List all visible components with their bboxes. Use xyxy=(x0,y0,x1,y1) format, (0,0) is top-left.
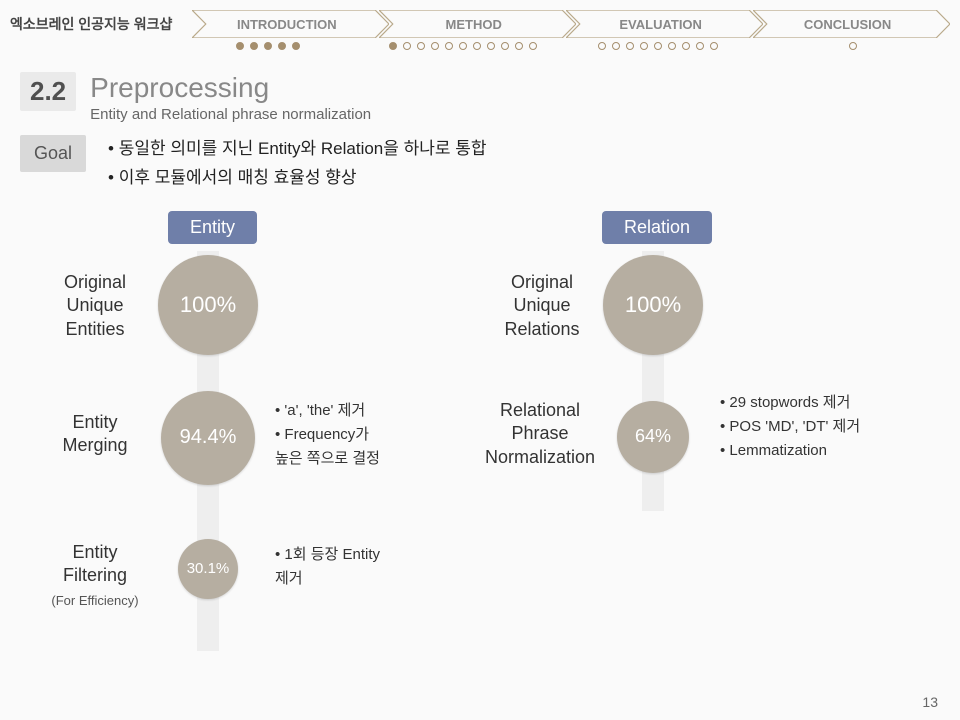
nav-item-evaluation: EVALUATION xyxy=(566,10,763,38)
pill-entity: Entity xyxy=(168,211,257,244)
label-sub: (For Efficiency) xyxy=(51,593,138,608)
pill-relation: Relation xyxy=(602,211,712,244)
circle-relation-100: 100% xyxy=(603,255,703,355)
label-text: Entity Merging xyxy=(62,412,127,455)
circle-entity-944: 94.4% xyxy=(161,391,255,485)
label-relational-phrase: Relational Phrase Normalization xyxy=(470,399,610,469)
page-number: 13 xyxy=(922,694,938,710)
nav-label: METHOD xyxy=(446,17,510,32)
dots-group-4 xyxy=(755,42,950,50)
circle-value: 94.4% xyxy=(180,426,237,449)
note-item: Lemmatization xyxy=(720,439,860,463)
section-number: 2.2 xyxy=(20,72,76,111)
note-item: 29 stopwords 제거 xyxy=(720,391,860,415)
dots-group-1 xyxy=(170,42,365,50)
note-entity-merging: 'a', 'the' 제거 Frequency가 높은 쪽으로 결정 xyxy=(275,399,380,471)
label-text: Original Unique Relations xyxy=(504,272,579,339)
label-original-relations: Original Unique Relations xyxy=(482,271,602,341)
nav-label: EVALUATION xyxy=(619,17,710,32)
circle-value: 30.1% xyxy=(187,560,230,577)
note-entity-filtering: 1회 등장 Entity 제거 xyxy=(275,543,380,591)
note-item: 'a', 'the' 제거 xyxy=(275,399,380,423)
nav-item-method: METHOD xyxy=(379,10,576,38)
goal-bullet: 동일한 의미를 지닌 Entity와 Relation을 하나로 통합 xyxy=(108,135,487,164)
nav-item-introduction: INTRODUCTION xyxy=(192,10,389,38)
note-item: Frequency가 높은 쪽으로 결정 xyxy=(275,423,380,471)
circle-value: 64% xyxy=(635,426,671,447)
note-relational-phrase: 29 stopwords 제거 POS 'MD', 'DT' 제거 Lemmat… xyxy=(720,391,860,463)
nav: INTRODUCTION METHOD EVALUATION CONCLUSIO… xyxy=(202,10,950,38)
note-item: POS 'MD', 'DT' 제거 xyxy=(720,415,860,439)
column-headers: Entity Relation xyxy=(0,211,960,251)
nav-item-conclusion: CONCLUSION xyxy=(753,10,950,38)
circle-entity-301: 30.1% xyxy=(178,539,238,599)
goal-bullets: 동일한 의미를 지닌 Entity와 Relation을 하나로 통합 이후 모… xyxy=(108,135,487,193)
label-text: Original Unique Entities xyxy=(64,272,126,339)
header: 엑소브레인 인공지능 워크샵 INTRODUCTION METHOD EVALU… xyxy=(0,0,960,38)
circle-value: 100% xyxy=(625,292,681,318)
section-title: Preprocessing xyxy=(90,72,371,104)
flow-diagram: Original Unique Entities 100% Entity Mer… xyxy=(0,251,960,671)
label-text: Entity Filtering xyxy=(63,542,127,585)
progress-dots xyxy=(0,38,960,50)
goal-label: Goal xyxy=(20,135,86,172)
section-head: 2.2 Preprocessing Entity and Relational … xyxy=(0,50,960,123)
section-subtitle: Entity and Relational phrase normalizati… xyxy=(90,106,371,123)
note-item: 1회 등장 Entity 제거 xyxy=(275,543,380,591)
label-original-entities: Original Unique Entities xyxy=(40,271,150,341)
workshop-title: 엑소브레인 인공지능 워크샵 xyxy=(10,14,172,34)
nav-label: INTRODUCTION xyxy=(237,17,345,32)
label-entity-merging: Entity Merging xyxy=(40,411,150,458)
label-entity-filtering: Entity Filtering (For Efficiency) xyxy=(30,541,160,611)
dots-group-3 xyxy=(560,42,755,50)
goal-block: Goal 동일한 의미를 지닌 Entity와 Relation을 하나로 통합… xyxy=(0,123,960,193)
label-text: Relational Phrase Normalization xyxy=(485,400,595,467)
dots-group-2 xyxy=(365,42,560,50)
nav-label: CONCLUSION xyxy=(804,17,899,32)
circle-entity-100: 100% xyxy=(158,255,258,355)
goal-bullet: 이후 모듈에서의 매칭 효율성 향상 xyxy=(108,164,487,193)
circle-relation-64: 64% xyxy=(617,401,689,473)
circle-value: 100% xyxy=(180,292,236,318)
